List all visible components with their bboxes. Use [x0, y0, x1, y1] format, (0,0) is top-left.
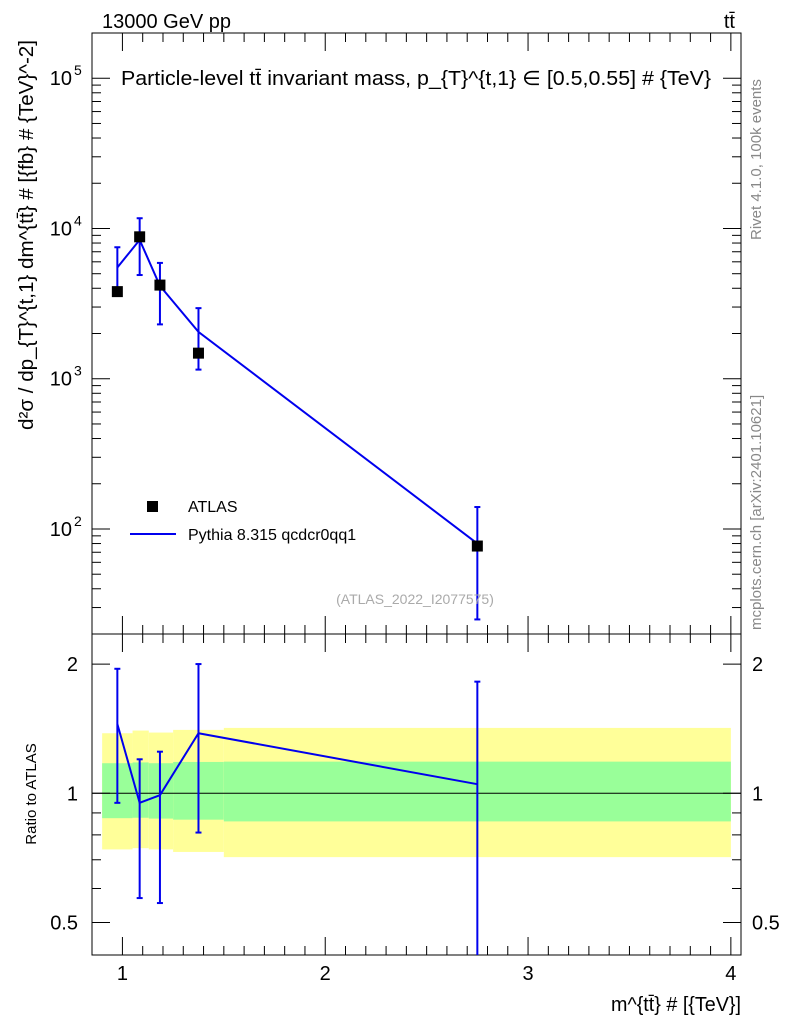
atlas-data-point: [471, 540, 483, 552]
main-y-tick-label: 10: [50, 519, 72, 541]
legend-pythia-label: Pythia 8.315 qcdcr0qq1: [188, 527, 356, 544]
uncertainty-band-inner: [148, 763, 174, 819]
main-y-tick-label: 10: [50, 369, 72, 391]
ratio-y-tick-label: 1: [67, 783, 78, 805]
atlas-data-point: [134, 231, 146, 243]
atlas-data-point: [154, 279, 166, 291]
energy-label: 13000 GeV pp: [102, 11, 231, 33]
plot-title: Particle-level tt̄ invariant mass, p_{T}…: [121, 68, 711, 90]
main-y-tick-label-exponent: 2: [74, 513, 82, 529]
x-tick-label: 2: [320, 963, 331, 985]
ratio-y-tick-label-right: 1: [752, 783, 763, 805]
process-label: tt̄: [724, 11, 736, 33]
main-y-tick-label-exponent: 3: [74, 363, 82, 379]
mcplots-source-label: mcplots.cern.ch [arXiv:2401.10621]: [748, 395, 765, 630]
main-y-tick-label: 10: [50, 68, 72, 90]
x-tick-label: 3: [522, 963, 533, 985]
x-tick-label: 4: [725, 963, 736, 985]
main-y-tick-label-exponent: 5: [74, 62, 82, 78]
ratio-y-tick-label-right: 0.5: [752, 912, 780, 934]
ratio-plot-frame: [91, 633, 742, 956]
main-y-tick-label: 10: [50, 218, 72, 240]
atlas-data-point: [192, 347, 204, 359]
analysis-watermark: (ATLAS_2022_I2077575): [336, 591, 494, 607]
x-axis-title: m^{tt̄} # [{TeV}]: [611, 994, 741, 1016]
ratio-y-tick-label-right: 2: [752, 654, 763, 676]
rivet-version-label: Rivet 4.1.0, 100k events: [748, 79, 765, 240]
ratio-y-tick-label: 2: [67, 654, 78, 676]
main-y-tick-label-exponent: 4: [74, 212, 82, 228]
legend-atlas-marker: [147, 501, 158, 512]
main-y-axis-title: d²σ / dp_{T}^{t,1} dm^{tt̄} # [{fb} # {T…: [16, 40, 38, 430]
uncertainty-band-inner: [132, 762, 149, 818]
atlas-data-point: [111, 286, 123, 298]
x-tick-label: 1: [117, 963, 128, 985]
legend-atlas-label: ATLAS: [188, 499, 238, 516]
ratio-y-axis-title: Ratio to ATLAS: [23, 743, 40, 844]
pythia-line: [116, 237, 478, 545]
ratio-y-tick-label: 0.5: [50, 912, 78, 934]
